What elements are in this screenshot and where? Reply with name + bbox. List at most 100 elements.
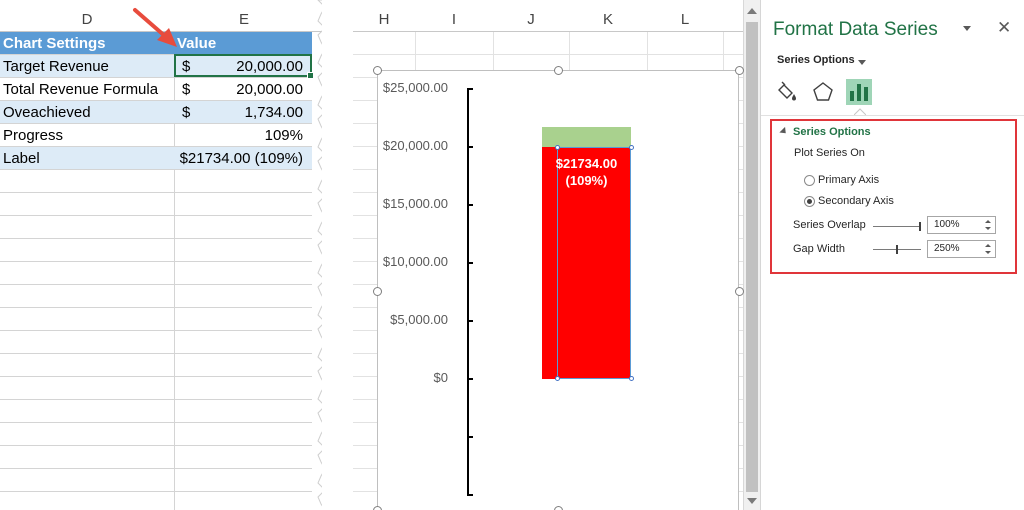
- cell-label[interactable]: Total Revenue Formula: [3, 81, 159, 98]
- y-tick-label: $25,000.00: [382, 80, 448, 95]
- resize-handle-n[interactable]: [554, 66, 563, 75]
- spin-down-icon[interactable]: [985, 227, 991, 230]
- table-row: [0, 193, 312, 216]
- resize-handle-w[interactable]: [373, 287, 382, 296]
- pane-options-chevron-icon[interactable]: [963, 26, 971, 31]
- table-row: [0, 170, 312, 193]
- gap-width-label: Gap Width: [793, 243, 845, 255]
- series-options-section-title[interactable]: Series Options: [793, 126, 871, 138]
- secondary-axis-line[interactable]: [467, 88, 469, 495]
- scroll-down-icon[interactable]: [747, 498, 757, 504]
- bar-overachieved[interactable]: [542, 126, 631, 147]
- pane-title: Format Data Series: [773, 19, 938, 40]
- format-data-series-pane: Format Data Series ✕ Series Options Seri…: [760, 0, 1024, 510]
- series-overlap-value[interactable]: 100%: [934, 219, 960, 230]
- y-tick-label: $5,000.00: [390, 312, 448, 327]
- chart-area[interactable]: $25,000.00 $20,000.00 $15,000.00 $10,000.00…: [373, 66, 744, 510]
- table-row: [0, 377, 312, 400]
- table-row: [0, 331, 312, 354]
- selection-point[interactable]: [555, 145, 560, 150]
- bar-target-revenue[interactable]: [542, 147, 631, 379]
- table-row: [0, 446, 312, 469]
- column-header-d[interactable]: D: [81, 11, 93, 28]
- series-overlap-slider-thumb[interactable]: [919, 222, 921, 231]
- selection-point[interactable]: [629, 145, 634, 150]
- series-options-dropdown[interactable]: Series Options: [777, 54, 855, 66]
- data-label[interactable]: $21734.00 (109%): [555, 156, 618, 188]
- axis-tick: [467, 320, 473, 322]
- cell-value[interactable]: Value: [177, 35, 217, 52]
- spin-down-icon[interactable]: [985, 251, 991, 254]
- axis-tick: [467, 146, 473, 148]
- spin-up-icon[interactable]: [985, 220, 991, 223]
- table-row: [0, 469, 312, 492]
- cell-label[interactable]: Target Revenue: [3, 58, 109, 75]
- cell-value[interactable]: $1,734.00: [177, 101, 309, 124]
- column-header-j[interactable]: J: [527, 11, 535, 28]
- table-row: Chart Settings Value: [0, 32, 312, 55]
- primary-axis-label[interactable]: Primary Axis: [818, 174, 880, 186]
- scroll-up-icon[interactable]: [747, 8, 757, 14]
- table-row: Label $21734.00 (109%): [0, 147, 312, 170]
- close-icon[interactable]: ✕: [997, 18, 1012, 37]
- selection-point[interactable]: [555, 376, 560, 381]
- secondary-axis-radio[interactable]: [804, 196, 815, 207]
- resize-handle-s[interactable]: [554, 506, 563, 510]
- resize-handle-e[interactable]: [735, 287, 744, 296]
- cell-value[interactable]: 109%: [264, 127, 303, 144]
- cell-label[interactable]: Chart Settings: [3, 35, 106, 52]
- table-row: [0, 308, 312, 331]
- y-tick-label: $20,000.00: [382, 138, 448, 153]
- series-overlap-slider[interactable]: [873, 226, 921, 227]
- primary-axis-radio[interactable]: [804, 175, 815, 186]
- cell-label[interactable]: Oveachieved: [3, 104, 91, 121]
- table-row: [0, 262, 312, 285]
- y-tick-label: $10,000.00: [382, 254, 448, 269]
- y-tick-label: $15,000.00: [382, 196, 448, 211]
- chevron-down-icon[interactable]: [858, 60, 866, 65]
- cell-value[interactable]: $20,000.00: [177, 78, 309, 101]
- plot-series-on-label: Plot Series On: [794, 147, 865, 159]
- table-row: [0, 239, 312, 262]
- axis-tick: [467, 88, 473, 90]
- selected-cell[interactable]: [174, 54, 314, 79]
- red-arrow-icon: [133, 8, 177, 47]
- scroll-thumb[interactable]: [746, 22, 758, 492]
- gap-width-spinner[interactable]: 250%: [927, 240, 996, 258]
- resize-handle-ne[interactable]: [735, 66, 744, 75]
- spin-up-icon[interactable]: [985, 244, 991, 247]
- currency-symbol: $: [182, 104, 191, 121]
- fill-line-icon[interactable]: [776, 79, 802, 105]
- table-row: [0, 423, 312, 446]
- table-row: [0, 285, 312, 308]
- column-header-e[interactable]: E: [238, 11, 249, 28]
- gap-width-slider-thumb[interactable]: [896, 245, 898, 254]
- cell-amount: 1,734.00: [244, 104, 303, 121]
- table-row: Oveachieved $1,734.00: [0, 101, 312, 124]
- table-row: Target Revenue $20,000.00: [0, 55, 312, 78]
- resize-handle-sw[interactable]: [373, 506, 382, 510]
- selection-point[interactable]: [629, 376, 634, 381]
- axis-tick: [467, 436, 473, 438]
- table-row: [0, 400, 312, 423]
- y-tick-label: $0: [433, 370, 448, 385]
- effects-pentagon-icon[interactable]: [810, 79, 836, 105]
- cell-amount: 20,000.00: [236, 81, 303, 98]
- torn-edge: [317, 0, 322, 507]
- column-header-h[interactable]: H: [378, 11, 390, 28]
- cell-value[interactable]: $20,000.00: [177, 55, 309, 78]
- cell-value[interactable]: $21734.00 (109%): [179, 150, 303, 167]
- secondary-axis-label[interactable]: Secondary Axis: [818, 195, 894, 207]
- column-header-l[interactable]: L: [680, 11, 690, 28]
- selected-series-outline[interactable]: [557, 147, 631, 379]
- axis-tick: [467, 378, 473, 380]
- cell-label[interactable]: Progress: [3, 127, 64, 144]
- resize-handle-nw[interactable]: [373, 66, 382, 75]
- series-overlap-spinner[interactable]: 100%: [927, 216, 996, 234]
- series-options-bars-icon[interactable]: [846, 79, 872, 105]
- column-header-i[interactable]: I: [451, 11, 457, 28]
- gap-width-value[interactable]: 250%: [934, 243, 960, 254]
- vertical-scrollbar[interactable]: [743, 0, 760, 510]
- column-header-k[interactable]: K: [602, 11, 613, 28]
- cell-label[interactable]: Label: [3, 150, 40, 167]
